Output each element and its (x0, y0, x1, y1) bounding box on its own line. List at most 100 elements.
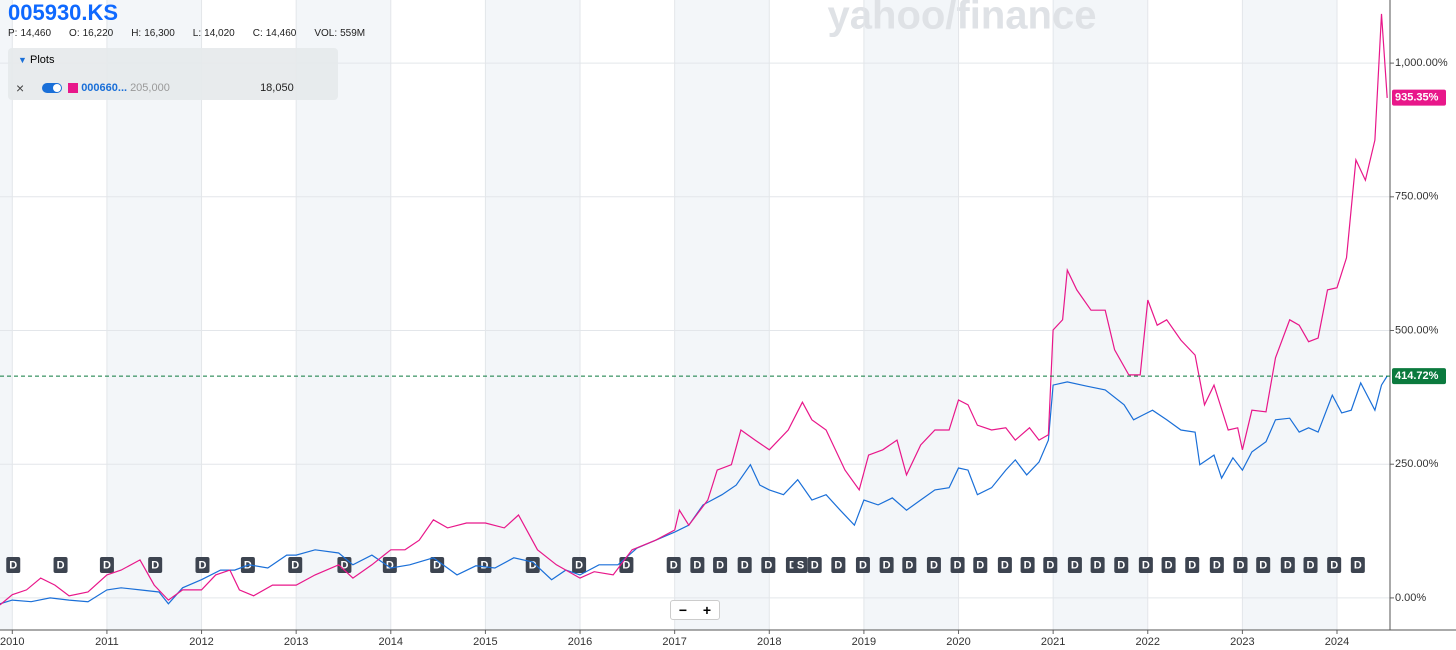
marker-label: D (622, 559, 630, 571)
plots-panel: ▼ Plots × 000660... 205,000 18,050 (8, 48, 338, 100)
stat-value: 14,460 (20, 28, 52, 39)
year-band (674, 0, 770, 630)
x-tick-label: 2016 (568, 636, 592, 648)
dividend-marker (572, 557, 587, 573)
stat-label: L: (192, 28, 202, 39)
dividend-marker (926, 557, 941, 573)
dividend-marker (195, 557, 210, 573)
dividend-marker (1209, 557, 1224, 573)
dividend-marker (1303, 557, 1318, 573)
dividend-marker (1067, 557, 1082, 573)
legend-symbol: 000660... (81, 82, 128, 94)
marker-label: D (1188, 559, 1196, 571)
marker-label: D (575, 559, 583, 571)
stat-label: H: (131, 28, 142, 39)
marker-label: D (151, 559, 159, 571)
marker-label: D (1354, 559, 1362, 571)
x-tick-label: 2022 (1136, 636, 1160, 648)
x-tick-label: 2024 (1325, 636, 1349, 648)
marker-label: D (103, 559, 111, 571)
ticker: 005930.KS (8, 0, 119, 25)
split-marker (793, 557, 808, 573)
plot-row: × 000660... 205,000 18,050 (16, 80, 294, 96)
marker-label: D (1213, 559, 1221, 571)
dividend-marker (855, 557, 870, 573)
last-value-badge (1392, 368, 1446, 385)
marker-label: D (529, 559, 537, 571)
last-value-label: 935.35% (1395, 92, 1439, 104)
stat-value: 559M (340, 28, 366, 39)
dividend-marker (950, 557, 965, 573)
marker-label: D (1259, 559, 1267, 571)
marker-label: D (1142, 559, 1150, 571)
stat: VOL: 559M (314, 28, 365, 39)
year-band (1053, 0, 1148, 630)
dividend-marker (1327, 557, 1342, 573)
marker-label: D (764, 559, 772, 571)
marker-label: D (9, 559, 17, 571)
marker-label: D (199, 559, 207, 571)
x-tick-label: 2017 (662, 636, 686, 648)
dividend-marker (1256, 557, 1271, 573)
bands (0, 0, 1338, 630)
x-tick-label: 2018 (757, 636, 781, 648)
marker-label: D (1165, 559, 1173, 571)
year-band (863, 0, 959, 630)
marker-label: D (954, 559, 962, 571)
marker-label: D (834, 559, 842, 571)
marker-label: D (1046, 559, 1054, 571)
marker-label: D (57, 559, 65, 571)
stat-label: P: (8, 28, 18, 39)
stat-label: O: (69, 28, 80, 39)
marker-label: D (480, 559, 488, 571)
marker-label: D (433, 559, 441, 571)
y-tick-label: 1,000.00% (1395, 57, 1448, 69)
y-tick-label: 750.00% (1395, 191, 1439, 203)
stat: O: 16,220 (69, 28, 113, 39)
marker-label: D (811, 559, 819, 571)
plots-title[interactable]: ▼ Plots (18, 54, 55, 66)
zoom-out[interactable]: − (678, 602, 688, 618)
toggle[interactable] (42, 83, 63, 93)
zoom-controls: − + (670, 600, 720, 620)
dividend-marker (666, 557, 681, 573)
x-tick-label: 2020 (946, 636, 970, 648)
dividend-marker (6, 557, 21, 573)
marker-label: D (670, 559, 678, 571)
last-value-badge (1392, 89, 1446, 106)
marker-label: D (1001, 559, 1009, 571)
dividend-marker (1350, 557, 1365, 573)
last-value-label: 414.72% (1395, 370, 1439, 382)
dividend-marker (807, 557, 822, 573)
marker-label: D (741, 559, 749, 571)
stat: P: 14,460 (8, 28, 51, 39)
dividend-marker (430, 557, 445, 573)
year-band (1242, 0, 1338, 630)
dividend-marker (1161, 557, 1176, 573)
marker-label: D (291, 559, 299, 571)
x-tick-label: 2021 (1041, 636, 1065, 648)
marker-label: D (1117, 559, 1125, 571)
dividend-marker (1280, 557, 1295, 573)
x-tick-label: 2023 (1230, 636, 1254, 648)
dividend-marker (713, 557, 728, 573)
dividend-marker (997, 557, 1012, 573)
year-band (296, 0, 391, 630)
dividend-marker (477, 557, 492, 573)
zoom-in[interactable]: + (702, 602, 712, 618)
x-tick-label: 2012 (189, 636, 213, 648)
x-tick-label: 2013 (284, 636, 308, 648)
y-tick-label: 0.00% (1395, 592, 1426, 604)
watermark: yahoo/finance (828, 0, 1097, 38)
stat: L: 14,020 (193, 28, 235, 39)
dividend-marker (382, 557, 397, 573)
stat-value: 14,020 (204, 28, 235, 39)
marker-label: D (1071, 559, 1079, 571)
remove-icon[interactable]: × (16, 80, 25, 96)
marker-label: D (1237, 559, 1245, 571)
plot-change: 18,050 (260, 82, 294, 94)
marker-label: D (883, 559, 891, 571)
stat: C: 14,460 (253, 28, 297, 39)
